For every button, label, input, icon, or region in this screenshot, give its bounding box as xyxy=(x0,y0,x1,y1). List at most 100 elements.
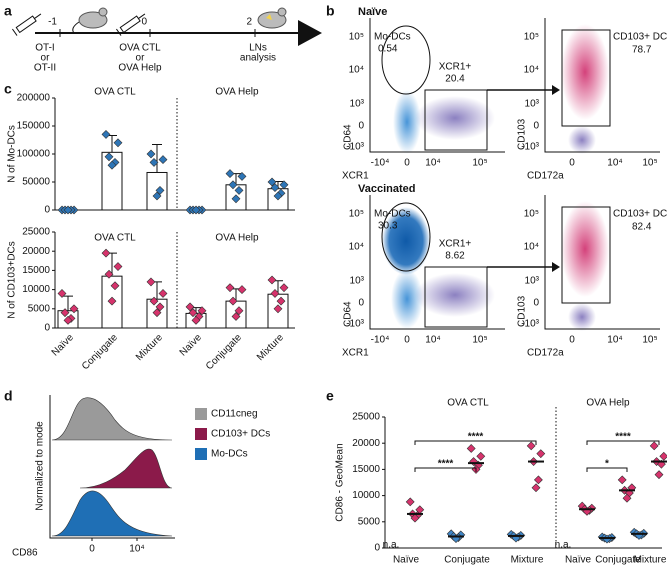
y-tick-label: 0 xyxy=(358,298,364,309)
axis xyxy=(544,18,660,153)
cell-cloud xyxy=(415,273,495,317)
group-label: OVA Help xyxy=(215,233,259,244)
data-point xyxy=(155,185,165,195)
data-point xyxy=(185,302,195,312)
data-point xyxy=(270,183,280,193)
step-label: OT-II xyxy=(34,63,56,74)
gate-name: CD103+ DCs xyxy=(613,32,667,43)
legend-swatch xyxy=(195,448,207,460)
cell-cloud xyxy=(568,303,596,331)
step-label: OT-I xyxy=(35,43,54,54)
cell-cloud xyxy=(561,24,609,120)
step-label: analysis xyxy=(240,53,276,64)
value-label: n.a. xyxy=(555,540,572,551)
data-point xyxy=(231,312,241,321)
group-label: OVA CTL xyxy=(94,87,136,98)
axis xyxy=(54,98,295,211)
axis xyxy=(544,195,660,330)
gate-name: XCR1+ xyxy=(439,62,472,73)
x-tick-label: Mixture xyxy=(634,555,667,566)
data-point xyxy=(104,152,114,162)
x-tick-label: Mixture xyxy=(511,555,544,566)
data-point xyxy=(152,308,162,318)
y-tick-label: 10⁴ xyxy=(349,242,364,253)
data-point xyxy=(113,262,123,271)
row-title: Naïve xyxy=(358,6,387,18)
day-label: 2 xyxy=(246,17,252,28)
data-point xyxy=(270,289,280,298)
gate-value: 20.4 xyxy=(445,74,465,85)
y-tick-label: 10⁴ xyxy=(524,65,539,76)
data-point xyxy=(191,315,201,325)
panel-letter: e xyxy=(326,388,334,404)
axis-title: CD172a xyxy=(527,171,564,182)
data-point xyxy=(228,296,238,306)
axis-title: Normalized to mode xyxy=(35,421,46,511)
data-point xyxy=(149,296,159,306)
timeline-diagram xyxy=(12,7,322,46)
legend-label: CD103+ DCs xyxy=(211,429,270,440)
gate-value: 82.4 xyxy=(632,222,652,233)
data-point xyxy=(659,451,667,461)
y-tick-label: 10000 xyxy=(352,490,380,501)
data-point xyxy=(234,185,244,195)
data-point xyxy=(63,205,73,215)
y-tick-label: 50000 xyxy=(22,177,50,188)
histogram-curve xyxy=(51,490,173,537)
x-tick-label: Naïve xyxy=(50,332,77,359)
y-tick-label: 25000 xyxy=(22,227,50,238)
data-point xyxy=(188,308,198,318)
histogram-curve xyxy=(51,397,173,441)
day-label: -1 xyxy=(48,17,57,28)
data-point xyxy=(267,177,277,187)
y-tick-label: 0 xyxy=(44,323,50,334)
panel-letter: d xyxy=(4,388,13,404)
data-point xyxy=(110,281,120,291)
y-tick-label: 10⁴ xyxy=(524,242,539,253)
data-point xyxy=(405,497,415,507)
significance-label: * xyxy=(605,459,609,470)
y-tick-label: 0 xyxy=(44,205,50,216)
syringe-icon xyxy=(12,13,42,36)
legend-swatch xyxy=(195,428,207,440)
y-tick-label: 10⁵ xyxy=(349,32,364,43)
x-tick-label: 0 xyxy=(404,335,410,346)
y-tick-label: -10³ xyxy=(521,142,539,153)
arrow-head xyxy=(552,262,560,272)
x-tick-label: Conjugate xyxy=(204,332,244,372)
y-tick-label: 10³ xyxy=(350,99,365,110)
y-tick-label: -10³ xyxy=(521,319,539,330)
data-point xyxy=(101,129,111,139)
significance-bracket xyxy=(586,440,660,445)
data-point xyxy=(146,149,156,159)
y-tick-label: 10⁴ xyxy=(349,65,364,76)
x-tick-label: 10⁵ xyxy=(472,158,487,169)
axis xyxy=(369,18,505,153)
data-point xyxy=(273,304,283,314)
x-tick-label: Naïve xyxy=(565,555,592,566)
y-tick-label: 20000 xyxy=(352,438,380,449)
x-tick-label: -10⁴ xyxy=(371,158,390,169)
y-tick-label: 200000 xyxy=(17,93,51,104)
x-tick-label: Conjugate xyxy=(80,332,120,372)
data-point xyxy=(476,451,486,461)
axis-title: XCR1 xyxy=(342,171,369,182)
significance-bracket xyxy=(414,467,477,472)
y-tick-label: 25000 xyxy=(352,412,380,423)
panel-letter: c xyxy=(4,81,12,97)
error-bar xyxy=(152,143,162,173)
data-point xyxy=(531,483,541,493)
histogram-curve xyxy=(79,448,173,489)
gate-value: 8.62 xyxy=(445,251,465,262)
axis xyxy=(369,195,505,330)
data-point xyxy=(155,302,165,312)
x-tick-label: 10⁴ xyxy=(425,335,440,346)
data-point xyxy=(104,269,114,279)
y-tick-label: 10³ xyxy=(350,276,365,287)
data-point xyxy=(536,449,546,459)
gate-value: 30.3 xyxy=(378,221,398,232)
x-tick-label: Mixture xyxy=(255,332,286,363)
axis-title: N of CD103+DCs xyxy=(7,241,18,319)
y-tick-label: 10⁵ xyxy=(524,32,539,43)
data-point xyxy=(225,169,235,179)
